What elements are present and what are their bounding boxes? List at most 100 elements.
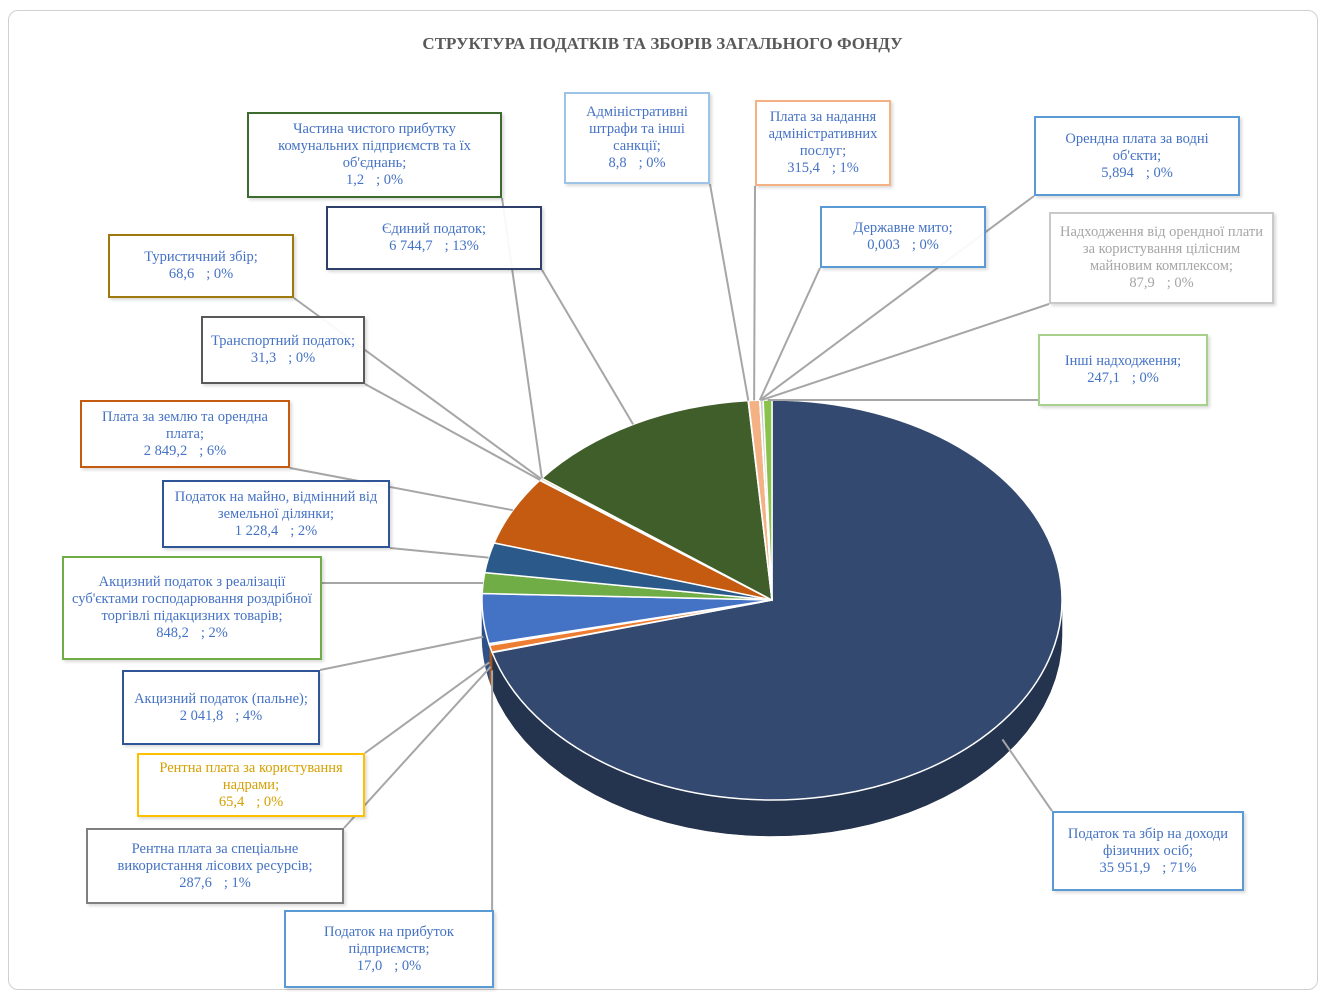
- percent-label: ; 0%: [911, 237, 939, 253]
- label-name: Рентна плата за користування надрами;: [147, 760, 355, 794]
- label-name: Адміністративні штрафи та інші санкції;: [574, 104, 700, 155]
- leader-line: [709, 183, 750, 401]
- value-label: 35 951,9: [1099, 859, 1151, 876]
- leader-line: [1001, 738, 1053, 812]
- category-label: Частина чистого прибутку комунальних під…: [278, 121, 471, 171]
- category-label: Інші надходження;: [1064, 353, 1182, 369]
- label-name: Плата за надання адміністративних послуг…: [765, 109, 881, 160]
- leader-line: [758, 267, 821, 401]
- percent-label: ; 0%: [394, 957, 422, 974]
- pie-slice: [491, 399, 1063, 801]
- data-label: Державне мито; 0,003 ; 0%: [820, 206, 986, 268]
- category-label: Адміністративні штрафи та інші санкції;: [586, 104, 688, 154]
- data-label: Частина чистого прибутку комунальних під…: [247, 112, 502, 198]
- category-label: Податок на майно, відмінний від земельно…: [174, 488, 378, 522]
- label-name: Орендна плата за водні об'єкти;: [1044, 131, 1230, 165]
- category-label: Державне мито;: [853, 220, 953, 236]
- value-label: 247,1: [1087, 370, 1120, 386]
- label-name: Акцизний податок (пальне);: [132, 691, 310, 708]
- value-label: 0,003: [867, 237, 900, 253]
- label-value: 17,0 ; 0%: [294, 958, 484, 975]
- category-label: Акцизний податок (пальне);: [134, 690, 308, 707]
- label-value: 68,6 ; 0%: [118, 266, 284, 283]
- label-value: 5,894 ; 0%: [1044, 165, 1230, 182]
- leader-line: [364, 383, 541, 481]
- data-label: Рентна плата за спеціальне використання …: [86, 828, 344, 904]
- category-label: Рентна плата за користування надрами;: [159, 759, 343, 793]
- leader-line: [364, 661, 490, 754]
- data-label: Акцизний податок з реалізації суб'єктами…: [62, 556, 322, 660]
- label-value: 315,4 ; 1%: [765, 160, 881, 177]
- leader-line: [541, 269, 634, 425]
- label-name: Частина чистого прибутку комунальних під…: [257, 121, 492, 172]
- value-label: 1 228,4: [234, 522, 279, 539]
- data-label: Податок та збір на доходи фізичних осіб;…: [1052, 811, 1244, 891]
- label-name: Транспортний податок;: [211, 333, 355, 350]
- label-value: 2 849,2 ; 6%: [90, 443, 280, 460]
- chart-title: СТРУКТУРА ПОДАТКІВ ТА ЗБОРІВ ЗАГАЛЬНОГО …: [422, 34, 903, 53]
- label-name: Державне мито;: [830, 220, 976, 237]
- label-value: 8,8 ; 0%: [574, 155, 700, 172]
- percent-label: ; 0%: [256, 793, 284, 810]
- data-label: Транспортний податок; 31,3 ; 0%: [201, 316, 365, 384]
- leader-line: [753, 185, 756, 401]
- percent-label: ; 0%: [1145, 164, 1173, 181]
- label-name: Туристичний збір;: [118, 249, 284, 266]
- percent-label: ; 0%: [376, 172, 404, 188]
- label-name: Податок на прибуток підприємств;: [294, 924, 484, 958]
- data-label: Надходження від орендної плати за корист…: [1049, 212, 1274, 304]
- leader-line: [289, 467, 514, 512]
- label-value: 35 951,9 ; 71%: [1062, 860, 1234, 877]
- percent-label: ; 0%: [1166, 275, 1194, 291]
- label-name: Податок та збір на доходи фізичних осіб;: [1062, 826, 1234, 860]
- value-label: 17,0: [356, 957, 383, 974]
- value-label: 5,894: [1101, 164, 1134, 181]
- category-label: Надходження від орендної плати за корист…: [1059, 224, 1264, 274]
- percent-label: ; 0%: [638, 155, 666, 171]
- label-value: 6 744,7 ; 13%: [336, 238, 532, 255]
- label-name: Надходження від орендної плати за корист…: [1059, 224, 1264, 275]
- percent-label: ; 0%: [1131, 370, 1159, 386]
- label-name: Плата за землю та орендна плата;: [90, 409, 280, 443]
- label-name: Акцизний податок з реалізації суб'єктами…: [72, 574, 312, 625]
- category-label: Транспортний податок;: [211, 333, 355, 349]
- label-value: 87,9 ; 0%: [1059, 275, 1264, 292]
- value-label: 8,8: [608, 155, 627, 171]
- category-label: Податок та збір на доходи фізичних осіб;: [1067, 825, 1229, 859]
- value-label: 68,6: [168, 266, 195, 282]
- data-label: Акцизний податок (пальне); 2 041,8 ; 4%: [122, 670, 320, 745]
- label-value: 65,4 ; 0%: [147, 794, 355, 811]
- percent-label: ; 1%: [831, 160, 859, 176]
- leader-line: [759, 195, 1035, 401]
- data-label: Туристичний збір; 68,6 ; 0%: [108, 234, 294, 298]
- value-label: 6 744,7: [389, 238, 433, 254]
- leader-line: [319, 635, 484, 671]
- data-label: Інші надходження; 247,1 ; 0%: [1038, 334, 1208, 406]
- value-label: 315,4: [787, 160, 820, 176]
- leader-line: [389, 547, 489, 559]
- label-name: Рентна плата за спеціальне використання …: [96, 841, 334, 875]
- label-name: Інші надходження;: [1048, 353, 1198, 370]
- category-label: Податок на прибуток підприємств;: [324, 923, 454, 957]
- data-label: Плата за землю та орендна плата; 2 849,2;…: [80, 400, 290, 468]
- data-label: Рентна плата за користування надрами; 65,…: [137, 753, 365, 817]
- value-label: 287,6: [179, 874, 212, 891]
- percent-label: ; 6%: [199, 442, 227, 459]
- percent-label: ; 2%: [290, 522, 318, 539]
- percent-label: ; 71%: [1162, 859, 1197, 876]
- category-label: Плата за надання адміністративних послуг…: [768, 109, 878, 159]
- value-label: 87,9: [1129, 275, 1155, 291]
- category-label: Орендна плата за водні об'єкти;: [1065, 130, 1209, 164]
- category-label: Єдиний податок;: [381, 221, 487, 237]
- data-label: Адміністративні штрафи та інші санкції; 8…: [564, 92, 710, 184]
- data-label: Єдиний податок; 6 744,7 ; 13%: [326, 206, 542, 270]
- label-value: 1,2 ; 0%: [257, 172, 492, 189]
- label-value: 848,2 ; 2%: [72, 625, 312, 642]
- data-label: Податок на майно, відмінний від земельно…: [162, 480, 390, 548]
- percent-label: ; 1%: [223, 874, 251, 891]
- label-name: Єдиний податок;: [336, 221, 532, 238]
- label-value: 31,3 ; 0%: [211, 350, 355, 367]
- leader-line: [761, 303, 1050, 402]
